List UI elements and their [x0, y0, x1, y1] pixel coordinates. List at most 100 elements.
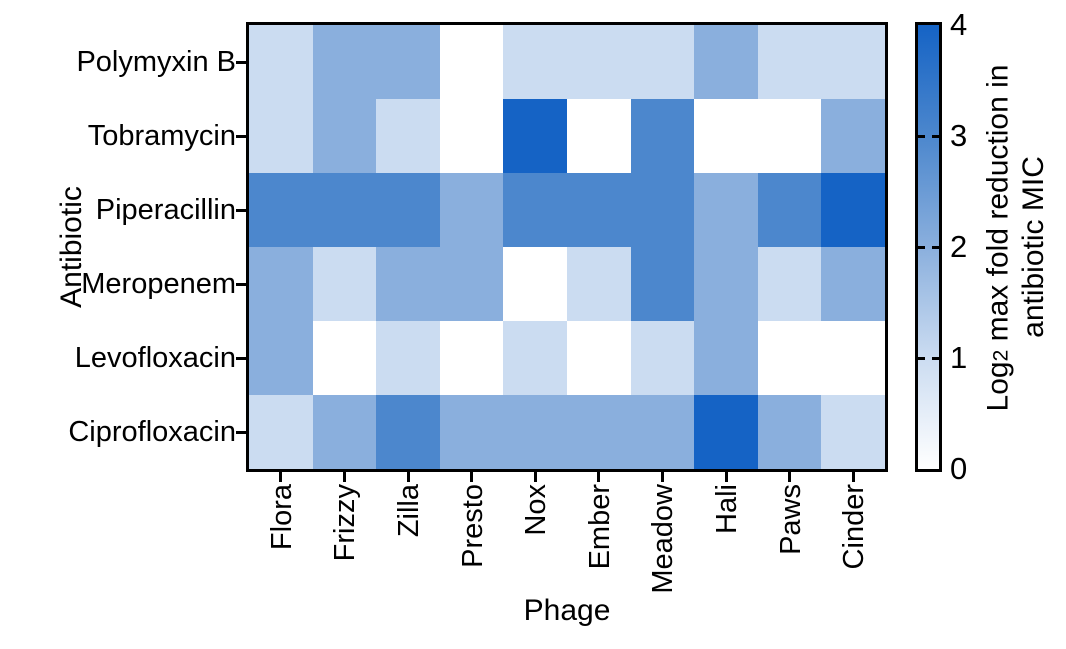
x-tick-label-presto: Presto: [456, 484, 489, 568]
heatmap-cell-meropenem-zilla: [376, 247, 440, 321]
heatmap-cell-tobramycin-flora: [249, 99, 313, 173]
heatmap-cell-piperacillin-frizzy: [312, 173, 377, 247]
y-tick-label-ciprofloxacin: Ciprofloxacin: [68, 416, 236, 448]
heatmap-cell-piperacillin-nox: [503, 173, 567, 247]
heatmap-cell-levofloxacin-presto: [439, 321, 504, 395]
heatmap-cell-polymyxin-b-presto: [439, 25, 504, 99]
x-tick-label-meadow: Meadow: [647, 484, 680, 594]
heatmap-cell-ciprofloxacin-presto: [439, 395, 504, 469]
x-tick-mark: [470, 472, 474, 482]
y-tick-mark: [236, 430, 246, 434]
heatmap-cell-levofloxacin-cinder: [821, 321, 885, 395]
x-tick-mark: [788, 472, 792, 482]
heatmap-cell-ciprofloxacin-cinder: [821, 395, 885, 469]
x-tick-mark: [533, 472, 537, 482]
colorbar-tick-label-2: 2: [950, 229, 968, 264]
heatmap-cell-polymyxin-b-hali: [694, 25, 758, 99]
heatmap-cell-meropenem-hali: [694, 247, 758, 321]
heatmap-cell-piperacillin-cinder: [821, 173, 885, 247]
colorbar-tick-label-4: 4: [950, 7, 968, 42]
heatmap-cell-tobramycin-hali: [694, 99, 758, 173]
colorbar-tick-label-0: 0: [950, 451, 968, 486]
heatmap-cell-tobramycin-paws: [757, 99, 822, 173]
heatmap-cell-piperacillin-meadow: [630, 173, 695, 247]
y-tick-label-polymyxin-b: Polymyxin B: [76, 46, 236, 78]
heatmap-cell-piperacillin-flora: [249, 173, 313, 247]
y-tick-label-tobramycin: Tobramycin: [87, 120, 236, 152]
heatmap-cell-polymyxin-b-cinder: [821, 25, 885, 99]
heatmap-cell-levofloxacin-frizzy: [312, 321, 377, 395]
heatmap-grid: [246, 22, 888, 472]
x-tick-label-paws: Paws: [774, 484, 807, 555]
x-tick-mark: [406, 472, 410, 482]
heatmap-cell-ciprofloxacin-nox: [503, 395, 567, 469]
colorbar-label-line1: Log2 max fold reduction in: [981, 64, 1018, 412]
heatmap-cell-tobramycin-cinder: [821, 99, 885, 173]
colorbar-label-log: Log: [981, 361, 1015, 412]
heatmap-cell-meropenem-presto: [439, 247, 504, 321]
heatmap-cell-tobramycin-nox: [503, 99, 567, 173]
heatmap-cell-ciprofloxacin-flora: [249, 395, 313, 469]
heatmap-cell-levofloxacin-ember: [566, 321, 631, 395]
colorbar-label-subscript: 2: [989, 349, 1013, 362]
x-tick-label-nox: Nox: [520, 484, 553, 536]
colorbar-tick-mark-left: [918, 245, 925, 249]
colorbar-tick-mark-right: [932, 245, 939, 249]
heatmap-cell-meropenem-paws: [757, 247, 822, 321]
y-tick-mark: [236, 60, 246, 64]
x-tick-mark: [660, 472, 664, 482]
colorbar-tick-label-1: 1: [950, 340, 968, 375]
colorbar-label-rest: max fold reduction in: [981, 64, 1015, 350]
y-tick-mark: [236, 208, 246, 212]
y-tick-label-piperacillin: Piperacillin: [95, 194, 236, 226]
colorbar-tick-label-3: 3: [950, 118, 968, 153]
heatmap-cell-ciprofloxacin-zilla: [376, 395, 440, 469]
y-tick-mark: [236, 356, 246, 360]
x-tick-mark: [279, 472, 283, 482]
y-tick-label-levofloxacin: Levofloxacin: [74, 342, 236, 374]
x-tick-mark: [851, 472, 855, 482]
heatmap-cell-polymyxin-b-ember: [566, 25, 631, 99]
x-tick-label-zilla: Zilla: [393, 484, 425, 538]
heatmap-cell-levofloxacin-hali: [694, 321, 758, 395]
x-tick-mark: [597, 472, 601, 482]
heatmap-cell-polymyxin-b-zilla: [376, 25, 440, 99]
x-tick-label-ember: Ember: [583, 484, 616, 570]
x-tick-mark: [724, 472, 728, 482]
heatmap-cell-levofloxacin-meadow: [630, 321, 695, 395]
heatmap-cell-tobramycin-ember: [566, 99, 631, 173]
heatmap-cell-ciprofloxacin-hali: [694, 395, 758, 469]
heatmap-cell-meropenem-ember: [566, 247, 631, 321]
heatmap-cell-piperacillin-zilla: [376, 173, 440, 247]
x-tick-mark: [342, 472, 346, 482]
heatmap-cell-levofloxacin-nox: [503, 321, 567, 395]
x-tick-label-flora: Flora: [265, 484, 298, 551]
heatmap-cell-levofloxacin-paws: [757, 321, 822, 395]
heatmap-cell-meropenem-flora: [249, 247, 313, 321]
x-tick-label-cinder: Cinder: [838, 484, 871, 570]
heatmap-cell-polymyxin-b-nox: [503, 25, 567, 99]
colorbar-label-line2: antibiotic MIC: [1017, 156, 1050, 338]
heatmap-cell-ciprofloxacin-frizzy: [312, 395, 377, 469]
heatmap-cell-piperacillin-paws: [757, 173, 822, 247]
heatmap-cell-meropenem-nox: [503, 247, 567, 321]
heatmap-cell-piperacillin-hali: [694, 173, 758, 247]
heatmap-cell-tobramycin-frizzy: [312, 99, 377, 173]
heatmap-cell-ciprofloxacin-meadow: [630, 395, 695, 469]
heatmap-cell-polymyxin-b-flora: [249, 25, 313, 99]
heatmap-cell-tobramycin-presto: [439, 99, 504, 173]
heatmap-cell-ciprofloxacin-paws: [757, 395, 822, 469]
y-tick-mark: [236, 134, 246, 138]
x-tick-label-hali: Hali: [711, 484, 743, 534]
y-tick-label-meropenem: Meropenem: [81, 268, 236, 300]
heatmap-cell-meropenem-meadow: [630, 247, 695, 321]
colorbar-tick-mark-left: [918, 356, 925, 360]
colorbar-tick-mark-right: [932, 134, 939, 138]
heatmap-cell-tobramycin-zilla: [376, 99, 440, 173]
heatmap-cell-tobramycin-meadow: [630, 99, 695, 173]
x-axis-label: Phage: [523, 594, 611, 627]
heatmap-cell-polymyxin-b-meadow: [630, 25, 695, 99]
heatmap-cell-piperacillin-ember: [566, 173, 631, 247]
heatmap-cell-levofloxacin-zilla: [376, 321, 440, 395]
